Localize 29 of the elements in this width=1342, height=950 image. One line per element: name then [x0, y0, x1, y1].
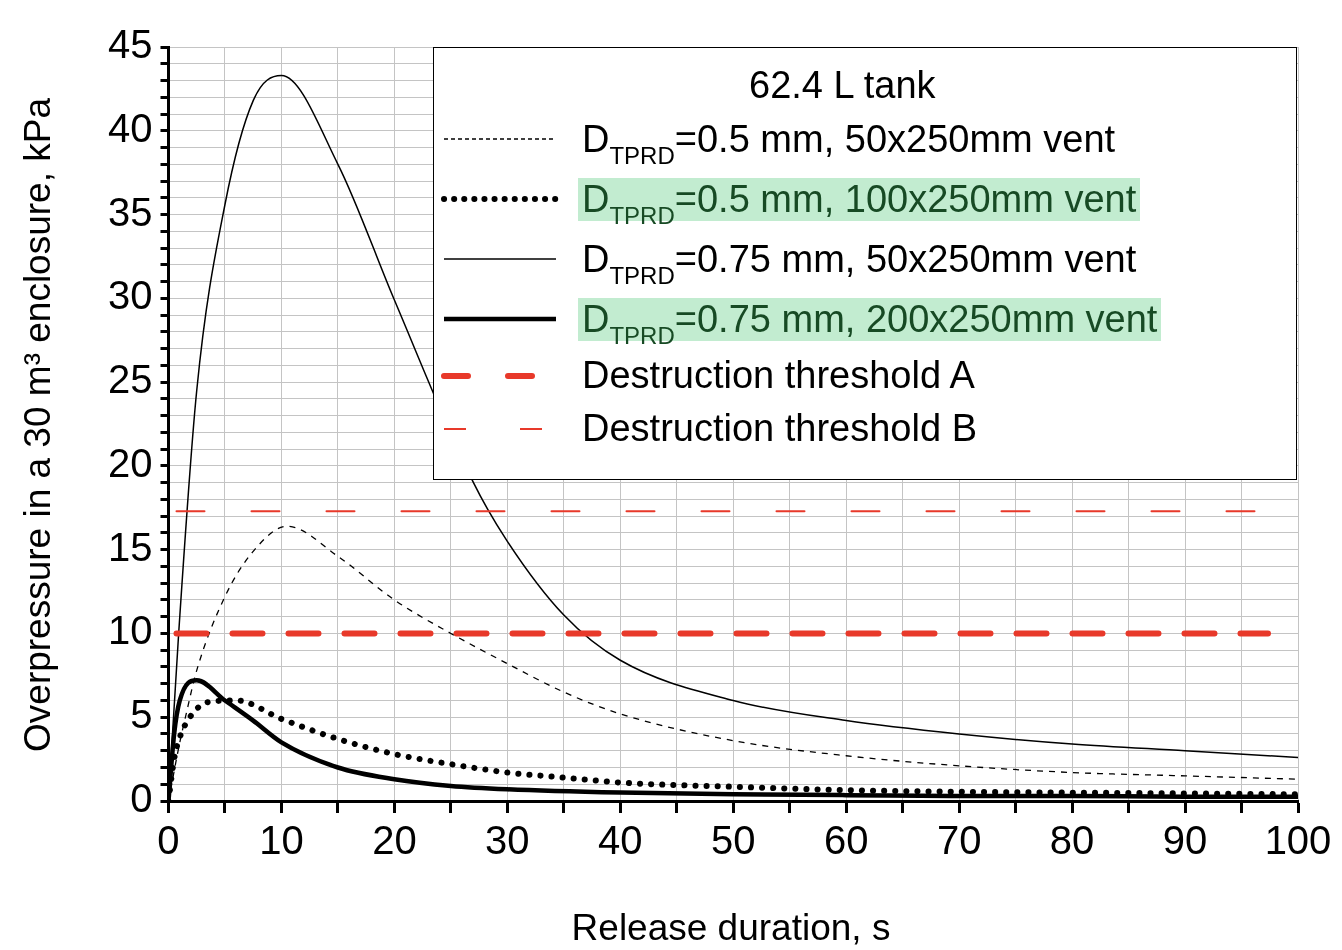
y-tick-label: 40: [107, 105, 153, 150]
x-tick-label: 40: [598, 818, 643, 863]
x-tick-label: 10: [259, 818, 304, 863]
x-tick-label: 20: [372, 818, 417, 863]
x-axis-title: Release duration, s: [571, 907, 891, 949]
y-axis-title: Overpressure in a 30 m³ enclosure, kPa: [17, 98, 59, 752]
y-tick-label: 20: [107, 440, 153, 485]
legend-title: 62.4 L tank: [748, 64, 937, 107]
y-tick-label: 5: [130, 692, 153, 737]
x-tick-label: 90: [1162, 818, 1208, 863]
y-tick-label: 15: [107, 524, 153, 569]
x-tick-label: 70: [936, 818, 982, 863]
y-tick-label: 35: [107, 189, 153, 234]
y-tick-label: 45: [107, 22, 153, 67]
x-tick-label: 100: [1264, 818, 1332, 863]
x-tick-label: 60: [823, 818, 869, 863]
legend-label: D$_{TPRD}$=0.5 mm, 100x250mm vent: [581, 177, 1138, 229]
legend-label: D$_{TPRD}$=0.75 mm, 50x250mm vent: [581, 237, 1138, 289]
legend-label: D$_{TPRD}$=0.75 mm, 200x250mm vent: [581, 297, 1159, 349]
y-tick-label: 30: [107, 273, 153, 318]
legend-label: Destruction threshold B: [581, 407, 978, 450]
legend-label: Destruction threshold A: [581, 354, 976, 397]
legend-label: D$_{TPRD}$=0.5 mm, 50x250mm vent: [581, 117, 1117, 169]
y-tick-label: 10: [107, 608, 153, 653]
y-tick-label: 25: [107, 357, 153, 402]
x-tick-label: 30: [485, 818, 530, 863]
x-tick-label: 50: [711, 818, 756, 863]
x-tick-label: 80: [1049, 818, 1095, 863]
y-tick-label: 0: [130, 776, 153, 821]
